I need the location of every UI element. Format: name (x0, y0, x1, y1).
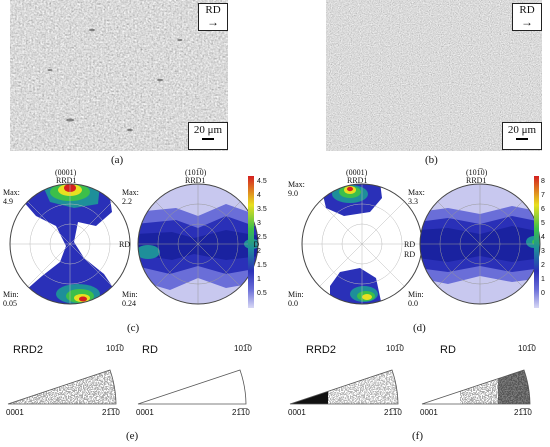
micrograph-a: RD → 20 μm (10, 0, 228, 151)
colorbar-c-tick: 4 (257, 192, 261, 199)
colorbar-c (248, 176, 254, 308)
colorbar-c-tick: 0.5 (257, 290, 267, 297)
pf-d2-min-value: 0.0 (408, 299, 418, 308)
colorbar-c-tick: 3 (257, 220, 261, 227)
colorbar-c-ticks: 4.5 4 3.5 3 2.5 2 1.5 1 0.5 (257, 178, 277, 310)
ipf-e2-corner-right: 21̅1̅0 (232, 408, 250, 417)
colorbar-c-tick: 3.5 (257, 206, 267, 213)
ipf-e1-title: RRD2 (13, 344, 43, 356)
colorbar-d-tick: 3 (541, 248, 545, 255)
ipf-f2-corner-right: 21̅1̅0 (514, 408, 532, 417)
ipf-f1-corner-left: 0001 (288, 408, 306, 417)
colorbar-d-tick: 7 (541, 192, 545, 199)
arrow-right-icon: → (521, 15, 533, 29)
pf-c1-axis-right: RD (119, 240, 131, 249)
caption-b: (b) (425, 154, 438, 166)
rd-label-b: RD (519, 4, 535, 16)
rd-direction-box-b: RD → (512, 3, 542, 31)
scale-bar-box-a: 20 μm (188, 122, 228, 150)
caption-d: (d) (413, 322, 426, 334)
colorbar-d-tick: 4 (541, 234, 545, 241)
ipf-e1 (7, 369, 117, 405)
colorbar-d-tick: 0 (541, 290, 545, 297)
pf-d1-max-value: 9.0 (288, 189, 298, 198)
ipf-e2-title: RD (142, 344, 158, 356)
scale-bar-label-a: 20 μm (193, 124, 223, 136)
colorbar-d (534, 176, 539, 308)
ipf-f1-corner-right: 21̅1̅0 (384, 408, 402, 417)
pf-c2-max-label: Max: (122, 188, 139, 197)
scale-bar-line-b (516, 138, 528, 140)
ipf-f2-title: RD (440, 344, 456, 356)
scale-bar-line-a (202, 138, 214, 140)
colorbar-c-tick: 1.5 (257, 262, 267, 269)
pf-c1-axis-top: RRD1 (56, 176, 77, 185)
pf-d2-max-value: 3.3 (408, 197, 418, 206)
rd-label-a: RD (205, 4, 221, 16)
pf-c1-min-label: Min: (3, 290, 19, 299)
scale-bar-box-b: 20 μm (502, 122, 542, 150)
pf-c1-max-label: Max: (3, 188, 20, 197)
ipf-f1-corner-top: 101̅0 (386, 344, 404, 353)
pf-c2-max-value: 2.2 (122, 197, 132, 206)
pf-d1-max-label: Max: (288, 180, 305, 189)
colorbar-c-tick: 4.5 (257, 178, 267, 185)
ipf-e1-corner-right: 21̅1̅0 (102, 408, 120, 417)
pf-d1-min-label: Min: (288, 290, 304, 299)
ipf-f2-corner-left: 0001 (420, 408, 438, 417)
ipf-e1-corner-left: 0001 (6, 408, 24, 417)
colorbar-d-tick: 2 (541, 262, 545, 269)
pf-c2-min-label: Min: (122, 290, 138, 299)
pf-c1-min-value: 0.05 (3, 299, 17, 308)
ipf-e2 (137, 369, 247, 405)
pf-d2-max-label: Max: (408, 188, 425, 197)
rd-direction-box-a: RD → (198, 3, 228, 31)
caption-c: (c) (127, 322, 140, 334)
ipf-f1 (289, 369, 399, 405)
pole-figure-d-0001 (301, 183, 423, 305)
pf-c2-min-value: 0.24 (122, 299, 136, 308)
pf-d2-plane: (101̅0) (466, 168, 488, 177)
pf-d2-axis-right: RD (404, 250, 416, 259)
ipf-e2-corner-left: 0001 (136, 408, 154, 417)
colorbar-c-tick: 1 (257, 276, 261, 283)
pf-d1-min-value: 0.0 (288, 299, 298, 308)
caption-e: (e) (126, 430, 139, 442)
scale-bar-label-b: 20 μm (507, 124, 537, 136)
colorbar-c-tick: 2 (257, 248, 261, 255)
colorbar-d-tick: 6 (541, 206, 545, 213)
colorbar-c-tick: 2.5 (257, 234, 267, 241)
pf-c1-max-value: 4.9 (3, 197, 13, 206)
ipf-e1-corner-top: 101̅0 (106, 344, 124, 353)
ipf-f2 (421, 369, 531, 405)
ipf-f2-corner-top: 101̅0 (518, 344, 536, 353)
colorbar-d-tick: 5 (541, 220, 545, 227)
ipf-f1-title: RRD2 (306, 344, 336, 356)
pf-d1-axis-top: RRD1 (347, 176, 368, 185)
pole-figure-c-10-10 (137, 183, 259, 305)
pf-d2-axis-top: RRD1 (466, 176, 487, 185)
pf-c1-plane: (0001) (55, 168, 77, 177)
micrograph-b: RD → 20 μm (326, 0, 542, 151)
caption-a: (a) (111, 154, 124, 166)
pf-d2-min-label: Min: (408, 290, 424, 299)
colorbar-d-tick: 1 (541, 276, 545, 283)
ipf-e2-corner-top: 101̅0 (234, 344, 252, 353)
pf-c2-axis-top: RRD1 (185, 176, 206, 185)
pf-c2-plane: (101̅0) (185, 168, 207, 177)
colorbar-d-ticks: 8 7 6 5 4 3 2 1 0 (541, 178, 550, 310)
pole-figure-d-10-10 (419, 183, 541, 305)
pole-figure-c-0001 (9, 183, 131, 305)
colorbar-d-tick: 8 (541, 178, 545, 185)
caption-f: (f) (412, 430, 423, 442)
pf-d1-axis-right: RD (404, 240, 416, 249)
pf-d1-plane: (0001) (346, 168, 368, 177)
arrow-right-icon: → (207, 15, 219, 29)
